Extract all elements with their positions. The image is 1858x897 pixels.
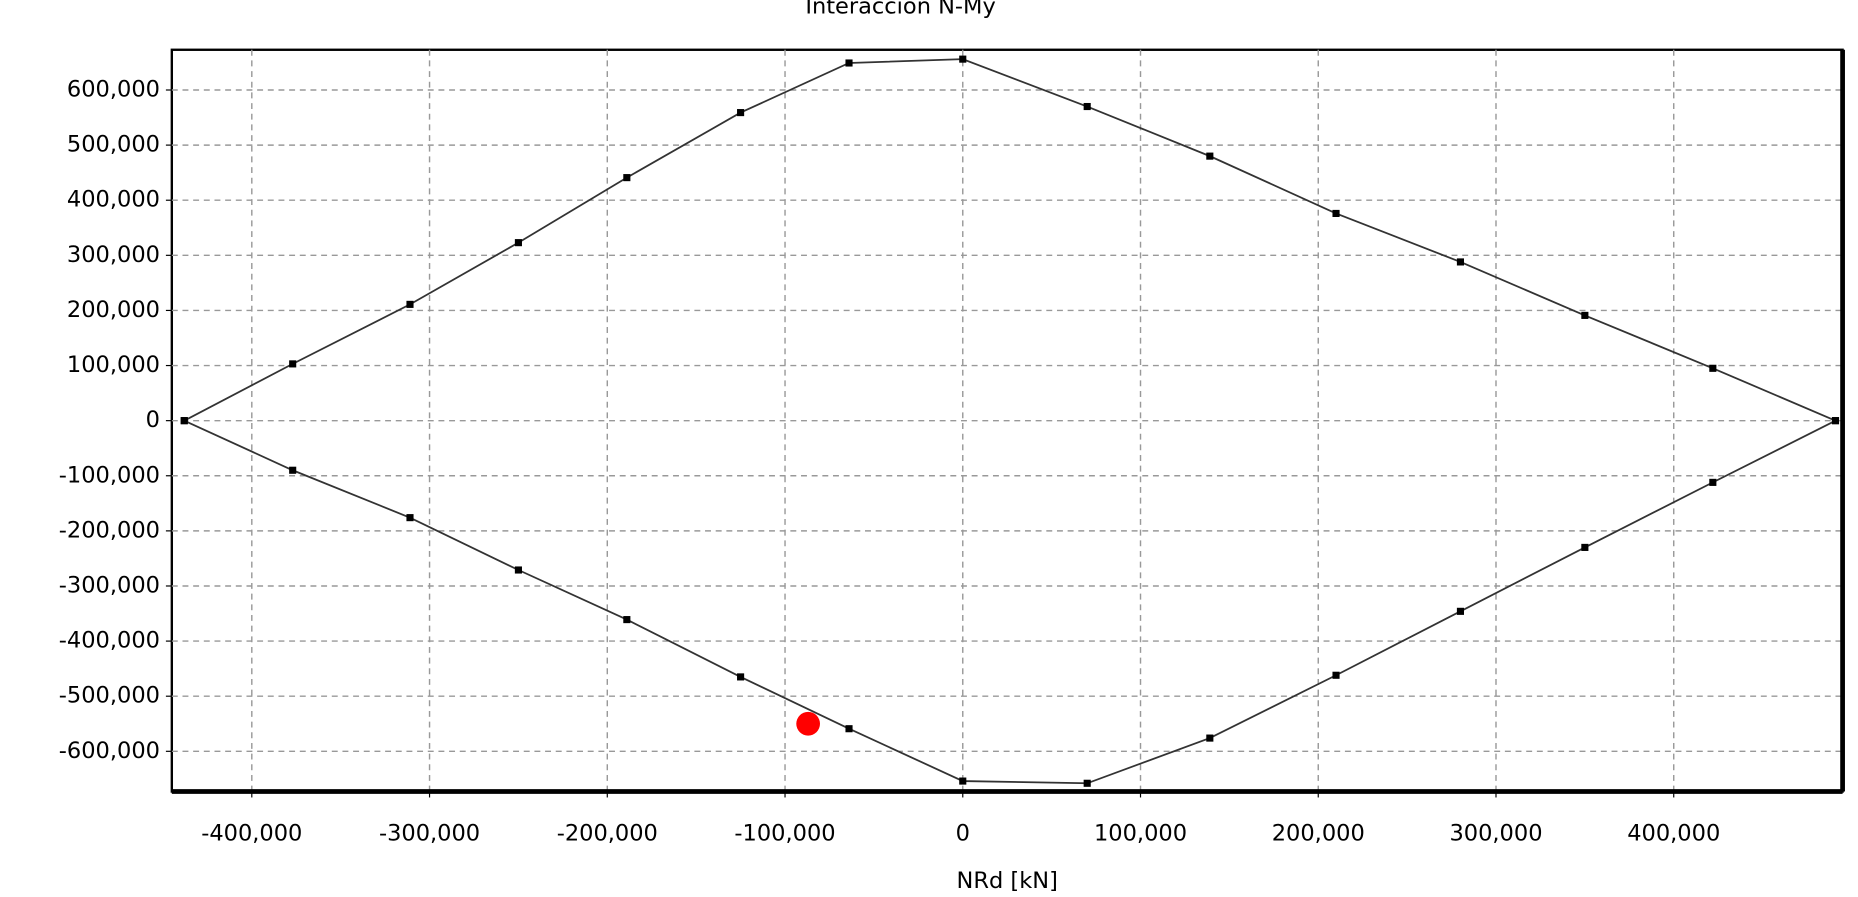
- point: [1831, 417, 1840, 425]
- y-tick-label: -600,000: [59, 738, 160, 764]
- point: [845, 725, 853, 733]
- x-tick-label: -300,000: [379, 821, 480, 847]
- point: [180, 417, 188, 425]
- point: [959, 55, 967, 63]
- point: [1206, 152, 1214, 160]
- point: [406, 514, 414, 522]
- point: [623, 616, 631, 624]
- y-tick-label: -100,000: [59, 462, 160, 488]
- y-tick-label: 0: [146, 407, 160, 433]
- x-tick-label: -200,000: [557, 821, 658, 847]
- y-tick-label: -300,000: [59, 572, 160, 598]
- point: [289, 466, 297, 474]
- x-tick-label: 100,000: [1094, 821, 1187, 847]
- x-tick-label: 400,000: [1627, 821, 1720, 847]
- y-tick-label: 400,000: [67, 187, 160, 213]
- point: [1456, 258, 1465, 266]
- point: [845, 59, 853, 67]
- x-axis-label: NRd [kN]: [957, 868, 1058, 894]
- point: [1456, 607, 1465, 615]
- y-tick-label: 300,000: [67, 242, 160, 268]
- point: [1332, 209, 1340, 217]
- x-tick-label: 200,000: [1272, 821, 1365, 847]
- y-tick-label: -400,000: [59, 628, 160, 654]
- point: [1709, 478, 1717, 486]
- point: [623, 174, 631, 182]
- point: [514, 239, 522, 247]
- point: [1332, 671, 1340, 679]
- y-tick-label: 500,000: [67, 132, 160, 158]
- point: [1581, 311, 1589, 319]
- point: [1206, 734, 1214, 742]
- point: [737, 673, 745, 681]
- point: [959, 777, 967, 785]
- point: [1581, 543, 1589, 551]
- point: [406, 300, 414, 308]
- point: [289, 360, 297, 368]
- design-point: [796, 711, 820, 736]
- x-tick-label: -100,000: [734, 821, 835, 847]
- y-tick-label: -200,000: [59, 517, 160, 543]
- y-tick-label: 200,000: [67, 297, 160, 323]
- y-tick-label: 600,000: [67, 76, 160, 102]
- y-tick-label: 100,000: [67, 352, 160, 378]
- point: [737, 109, 745, 117]
- y-tick-label: -500,000: [59, 683, 160, 709]
- chart-title: Interacción N-My: [805, 0, 995, 20]
- x-tick-label: -400,000: [201, 821, 302, 847]
- point: [1709, 364, 1717, 372]
- point: [1083, 779, 1091, 787]
- point: [1083, 102, 1091, 111]
- x-tick-label: 0: [956, 821, 970, 847]
- point: [514, 566, 522, 574]
- x-tick-label: 300,000: [1449, 821, 1542, 847]
